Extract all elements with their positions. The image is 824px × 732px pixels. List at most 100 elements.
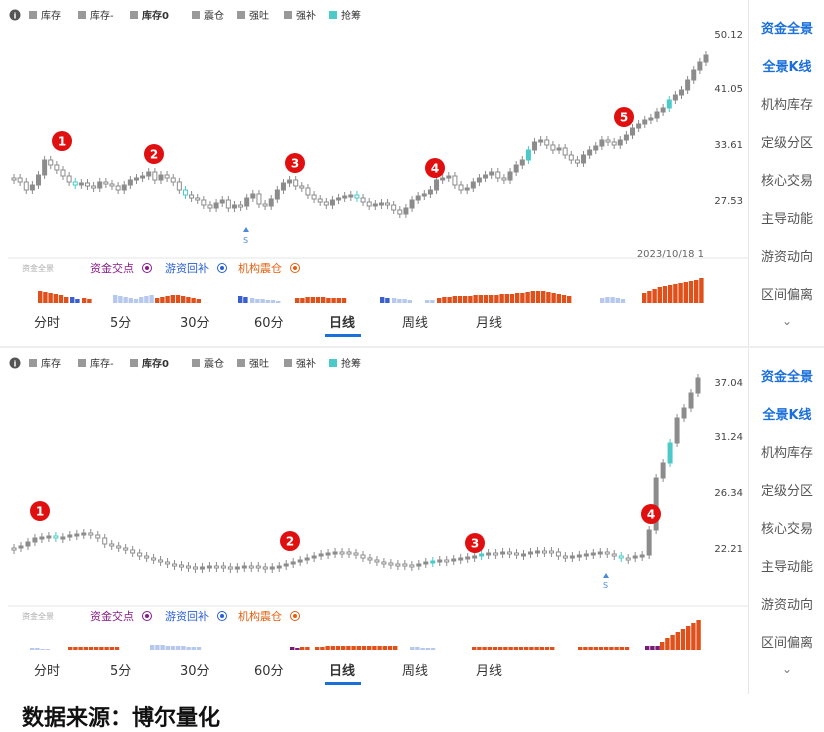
indicator-bar — [515, 293, 520, 303]
indicator-bar — [38, 291, 43, 303]
period-tab[interactable]: 60分 — [254, 664, 284, 679]
sidebar-item[interactable]: 全景K线 — [762, 60, 812, 75]
indicator-bar — [243, 297, 248, 303]
indicator-bar — [541, 291, 546, 303]
sidebar-item[interactable]: 资金全景 — [760, 22, 813, 37]
period-tab[interactable]: 30分 — [180, 664, 210, 679]
sidebar-item[interactable]: 游资动向 — [760, 250, 813, 265]
signal-marker[interactable] — [280, 531, 300, 551]
indicator-bar — [113, 295, 118, 303]
indicator-bar — [175, 295, 181, 303]
y-tick-label: 27.53 — [714, 196, 743, 207]
period-tab[interactable]: 周线 — [402, 664, 429, 679]
sidebar-item[interactable]: 机构库存 — [760, 98, 813, 113]
indicator-radio-icon[interactable] — [217, 611, 227, 621]
signal-marker[interactable] — [641, 504, 661, 524]
indicator-bar — [43, 292, 48, 303]
kline-chart-1[interactable]: i 库存 库存- 库存0 震仓 强吐 强补 抢筹 50.12 41.05 33.61 27.53 1 2 3… — [0, 0, 748, 308]
info-circle-icon[interactable] — [9, 9, 21, 21]
period-tab[interactable]: 日线 — [329, 316, 356, 331]
chevron-down-icon[interactable]: ⌄ — [781, 314, 793, 328]
period-tab[interactable]: 30分 — [180, 316, 210, 331]
candle-body — [583, 553, 589, 557]
sidebar-item[interactable]: 核心交易 — [760, 522, 813, 537]
signal-marker-label: 3 — [291, 157, 299, 171]
candle-body — [241, 565, 247, 569]
sidebar-item[interactable]: 资金全景 — [760, 370, 813, 385]
period-tab[interactable]: 分时 — [34, 316, 61, 331]
candle-body — [574, 159, 580, 164]
indicator-bar — [600, 298, 605, 303]
candle-body — [121, 184, 127, 191]
indicator-radio-icon[interactable] — [217, 263, 227, 273]
signal-marker[interactable] — [465, 533, 485, 553]
indicator-bar — [678, 283, 683, 303]
signal-marker[interactable] — [614, 107, 634, 127]
candle-body — [372, 203, 378, 207]
period-tab[interactable]: 60分 — [254, 316, 284, 331]
candle-body — [299, 185, 305, 189]
s-signal-label: S — [603, 581, 608, 590]
indicator-bar — [544, 647, 550, 650]
period-tab[interactable]: 周线 — [402, 316, 429, 331]
period-tab[interactable]: 月线 — [476, 664, 503, 679]
legend-swatch — [78, 359, 86, 367]
signal-marker[interactable] — [425, 158, 445, 178]
indicator-bar — [694, 280, 699, 303]
indicator-bar — [331, 298, 336, 303]
sidebar-item[interactable]: 区间偏离 — [760, 288, 813, 303]
sidebar-item[interactable]: 主导动能 — [760, 560, 813, 575]
period-tab[interactable]: 月线 — [476, 316, 503, 331]
sidebar-item[interactable]: 全景K线 — [762, 408, 812, 423]
legend-label: 库存0 — [142, 357, 169, 370]
candle-body — [446, 175, 452, 179]
indicator-bar — [176, 646, 181, 650]
sidebar-item[interactable]: 游资动向 — [760, 598, 813, 613]
period-tab[interactable]: 5分 — [110, 664, 132, 679]
candle-body — [646, 529, 652, 556]
indicator-bar — [452, 296, 457, 303]
candle-body — [465, 556, 471, 560]
signal-marker[interactable] — [144, 144, 164, 164]
sidebar-item[interactable]: 定级分区 — [760, 136, 813, 151]
indicator-bar — [170, 646, 176, 650]
indicator-radio-icon[interactable] — [290, 263, 300, 273]
y-tick-label: 33.61 — [714, 140, 743, 151]
kline-chart-2[interactable]: i 库存 库存- 库存0 震仓 强吐 强补 抢筹 37.04 31.24 26.34 22.21 1 2 3… — [0, 348, 748, 656]
active-tab-underline — [325, 682, 361, 685]
candle-body — [534, 550, 540, 554]
signal-marker[interactable] — [52, 131, 72, 151]
legend-swatch — [29, 359, 37, 367]
candle-body — [444, 559, 450, 563]
candle-body — [367, 557, 373, 561]
info-circle-icon[interactable] — [9, 357, 21, 369]
sidebar-item[interactable]: 区间偏离 — [760, 636, 813, 651]
candle-body — [137, 552, 143, 557]
candle-body — [72, 181, 78, 186]
period-tab[interactable]: 5分 — [110, 316, 132, 331]
candle-body — [283, 563, 289, 567]
indicator-radio-dot — [220, 614, 224, 618]
chevron-down-icon[interactable]: ⌄ — [781, 662, 793, 676]
signal-marker[interactable] — [285, 153, 305, 173]
signal-marker[interactable] — [30, 501, 50, 521]
indicator-radio-icon[interactable] — [142, 611, 152, 621]
candle-body — [625, 557, 631, 561]
indicator-radio-icon[interactable] — [290, 611, 300, 621]
sidebar-item[interactable]: 主导动能 — [760, 212, 813, 227]
candle-body — [213, 202, 219, 209]
period-tab[interactable]: 分时 — [34, 664, 61, 679]
candle-body — [409, 564, 415, 568]
period-tab[interactable]: 日线 — [329, 664, 356, 679]
candle-body — [493, 552, 499, 556]
sidebar-1: 资金全景全景K线机构库存定级分区核心交易主导动能游资动向区间偏离 ⌄ — [748, 0, 824, 346]
sidebar-item[interactable]: 核心交易 — [760, 174, 813, 189]
candle-body — [123, 547, 129, 551]
indicator-radio-icon[interactable] — [142, 263, 152, 273]
candle-body — [11, 177, 17, 181]
sidebar-item[interactable]: 定级分区 — [760, 484, 813, 499]
candle-body — [458, 184, 464, 191]
candle-body — [179, 564, 185, 568]
indicator-bar — [315, 647, 320, 650]
sidebar-item[interactable]: 机构库存 — [760, 446, 813, 461]
